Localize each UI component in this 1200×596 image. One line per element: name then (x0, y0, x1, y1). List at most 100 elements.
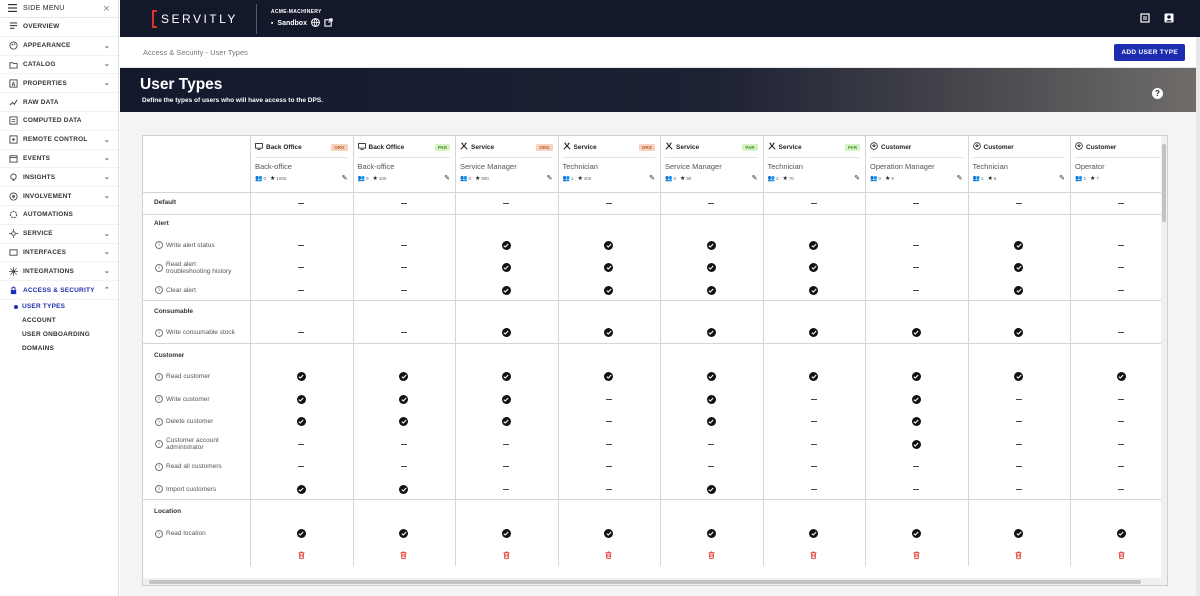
sidebar-item-properties[interactable]: A PROPERTIES ⌄ (0, 74, 118, 94)
info-icon[interactable]: i (155, 328, 163, 337)
permission-denied[interactable] (353, 257, 456, 280)
permission-denied[interactable] (968, 478, 1071, 501)
permission-granted[interactable] (865, 366, 968, 389)
info-icon[interactable]: i (155, 485, 163, 494)
sidebar-item-remote-control[interactable]: REMOTE CONTROL ⌄ (0, 131, 118, 150)
permission-granted[interactable] (455, 366, 558, 389)
edit-icon[interactable]: ✎ (1059, 175, 1065, 182)
permission-granted[interactable] (455, 388, 558, 411)
info-icon[interactable]: i (155, 286, 163, 295)
permission-denied[interactable] (353, 234, 456, 257)
permission-granted[interactable] (455, 522, 558, 546)
permission-granted[interactable] (968, 366, 1071, 389)
documentation-icon[interactable] (1140, 10, 1150, 28)
edit-icon[interactable]: ✎ (546, 175, 553, 182)
permission-denied[interactable] (763, 433, 866, 456)
permission-granted[interactable] (455, 257, 558, 280)
permission-granted[interactable] (250, 411, 353, 434)
permission-denied[interactable] (1070, 279, 1167, 302)
permission-granted[interactable] (1070, 366, 1167, 389)
permission-denied[interactable] (660, 433, 763, 456)
sidebar-item-insights[interactable]: INSIGHTS ⌄ (0, 168, 118, 188)
permission-denied[interactable] (865, 456, 968, 479)
permission-denied[interactable] (1070, 234, 1167, 257)
permission-denied[interactable] (353, 321, 456, 345)
permission-granted[interactable] (660, 478, 763, 501)
delete-user-type-button[interactable] (865, 548, 968, 562)
permission-denied[interactable] (763, 388, 866, 411)
permission-denied[interactable] (558, 456, 661, 479)
permission-denied[interactable] (455, 433, 558, 456)
sidebar-item-integrations[interactable]: INTEGRATIONS ⌄ (0, 262, 118, 282)
permission-granted[interactable] (763, 234, 866, 257)
permission-denied[interactable] (250, 257, 353, 280)
info-icon[interactable]: i (155, 417, 163, 426)
permission-denied[interactable] (558, 411, 661, 434)
permission-denied[interactable] (558, 388, 661, 411)
permission-denied[interactable] (865, 279, 968, 302)
permission-granted[interactable] (763, 321, 866, 345)
sidebar-subitem-user-types[interactable]: USER TYPES (0, 300, 118, 314)
permission-granted[interactable] (865, 388, 968, 411)
info-icon[interactable]: i (155, 462, 163, 471)
permission-denied[interactable] (1070, 478, 1167, 501)
permission-denied[interactable] (250, 456, 353, 479)
sidebar-item-computed-data[interactable]: COMPUTED DATA (0, 112, 118, 131)
permission-granted[interactable] (455, 321, 558, 345)
permission-granted[interactable] (865, 522, 968, 546)
permission-granted[interactable] (455, 279, 558, 302)
permission-denied[interactable] (968, 411, 1071, 434)
tenant-selector[interactable]: ACME-MACHINERY ▪ Sandbox (271, 9, 337, 29)
permission-denied[interactable] (250, 279, 353, 302)
permission-granted[interactable] (353, 478, 456, 501)
delete-user-type-button[interactable] (1070, 548, 1167, 562)
permission-denied[interactable] (865, 257, 968, 280)
page-scrollbar[interactable] (1196, 37, 1200, 596)
permission-granted[interactable] (660, 411, 763, 434)
permission-granted[interactable] (865, 411, 968, 434)
permission-granted[interactable] (353, 366, 456, 389)
sidebar-item-overview[interactable]: OVERVIEW (0, 18, 118, 37)
sidebar-subitem-domains[interactable]: DOMAINS (22, 345, 55, 353)
delete-user-type-button[interactable] (250, 548, 353, 562)
help-icon[interactable]: ? (1152, 88, 1163, 99)
permission-denied[interactable] (250, 192, 353, 214)
permission-denied[interactable] (968, 433, 1071, 456)
permission-denied[interactable] (353, 456, 456, 479)
permission-denied[interactable] (353, 433, 456, 456)
permission-denied[interactable] (1070, 456, 1167, 479)
permission-granted[interactable] (353, 388, 456, 411)
sidebar-item-involvement[interactable]: INVOLVEMENT ⌄ (0, 187, 118, 206)
info-icon[interactable]: i (155, 395, 163, 404)
delete-user-type-button[interactable] (660, 548, 763, 562)
permission-denied[interactable] (1070, 192, 1167, 214)
permission-denied[interactable] (455, 456, 558, 479)
permission-granted[interactable] (660, 279, 763, 302)
permission-denied[interactable] (763, 411, 866, 434)
permission-granted[interactable] (968, 279, 1071, 302)
external-link-icon[interactable] (324, 17, 333, 29)
info-icon[interactable]: i (155, 529, 163, 538)
delete-user-type-button[interactable] (353, 548, 456, 562)
permission-granted[interactable] (558, 257, 661, 280)
permission-granted[interactable] (968, 522, 1071, 546)
permission-granted[interactable] (763, 279, 866, 302)
permission-granted[interactable] (250, 366, 353, 389)
permission-granted[interactable] (968, 257, 1071, 280)
permission-denied[interactable] (968, 192, 1071, 214)
permission-granted[interactable] (763, 257, 866, 280)
permission-denied[interactable] (1070, 321, 1167, 345)
sidebar-item-appearance[interactable]: APPEARANCE ⌄ (0, 37, 118, 56)
permission-denied[interactable] (660, 456, 763, 479)
permission-denied[interactable] (250, 433, 353, 456)
sidebar-item-access-security[interactable]: ACCESS & SECURITY ⌃ (0, 281, 118, 300)
permission-denied[interactable] (250, 321, 353, 345)
permission-granted[interactable] (353, 411, 456, 434)
permission-denied[interactable] (968, 456, 1071, 479)
permission-denied[interactable] (353, 192, 456, 214)
permission-granted[interactable] (558, 321, 661, 345)
permission-denied[interactable] (558, 478, 661, 501)
menu-icon[interactable] (8, 3, 17, 14)
sidebar-item-service[interactable]: SERVICE ⌄ (0, 225, 118, 244)
permission-granted[interactable] (763, 366, 866, 389)
